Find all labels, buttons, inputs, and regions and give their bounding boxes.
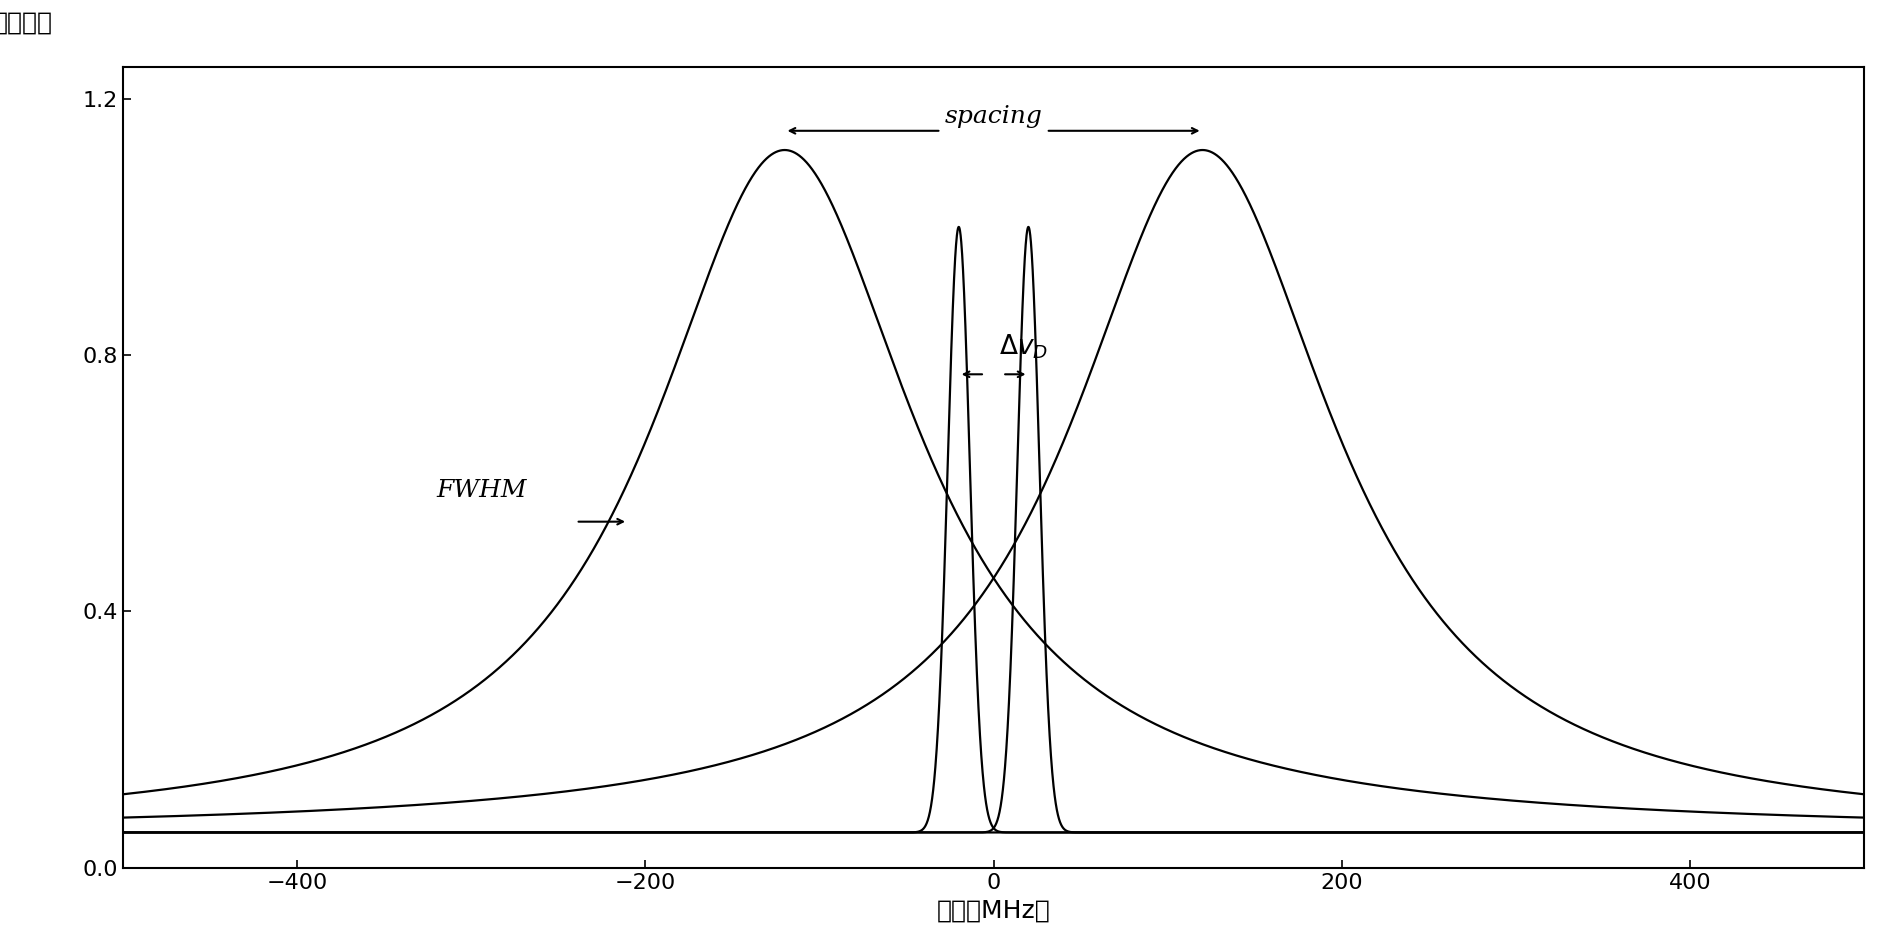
Text: $\Delta\mathit{v}_{D}$: $\Delta\mathit{v}_{D}$ [999, 333, 1048, 361]
X-axis label: 频率（MHz）: 频率（MHz） [937, 899, 1050, 922]
Text: 相对光强: 相对光强 [0, 10, 53, 35]
Text: FWHM: FWHM [436, 479, 528, 503]
Text: spacing: spacing [945, 105, 1042, 127]
